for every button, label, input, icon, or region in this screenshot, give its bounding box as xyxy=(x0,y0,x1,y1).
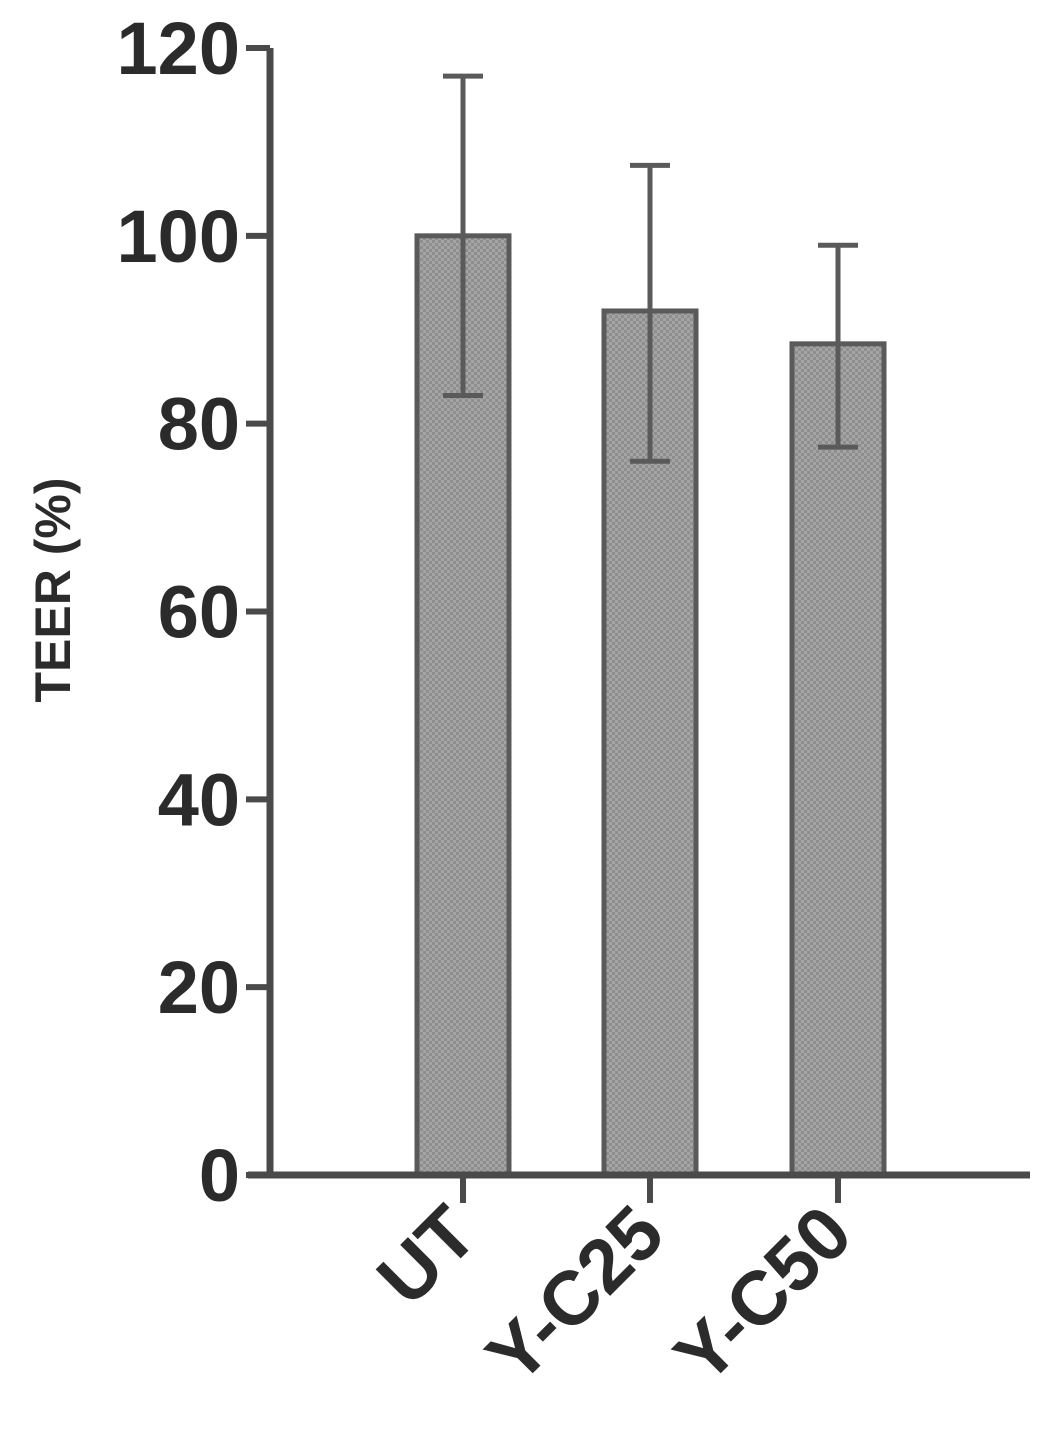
y-tick-label: 60 xyxy=(158,571,240,654)
y-tick-label: 0 xyxy=(199,1134,240,1217)
bar xyxy=(789,341,887,1178)
axes xyxy=(246,45,1030,1203)
y-tick-label: 100 xyxy=(117,195,240,278)
x-tick-label: UT xyxy=(361,1190,493,1322)
y-tick-label: 40 xyxy=(158,758,240,841)
x-tick-label: Y-C50 xyxy=(659,1190,868,1399)
y-tick-label: 20 xyxy=(158,946,240,1029)
x-tick-label: Y-C25 xyxy=(471,1190,680,1399)
error-bars xyxy=(443,73,858,464)
y-tick-label: 80 xyxy=(158,383,240,466)
y-tick-label: 120 xyxy=(117,7,240,90)
y-axis-ticks: 0 20 40 60 80 100 120 xyxy=(117,7,240,1217)
y-axis-title: TEER (%) xyxy=(25,478,81,703)
